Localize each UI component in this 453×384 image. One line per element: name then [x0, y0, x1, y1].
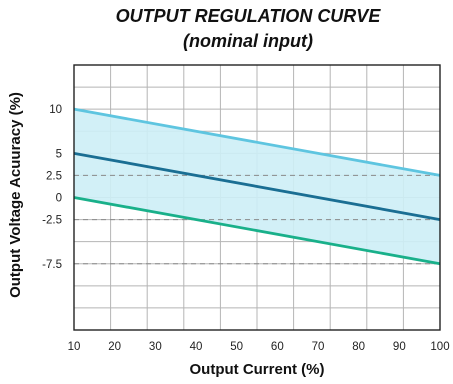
y-tick-label: -2.5 — [42, 215, 62, 227]
plot-border — [73, 64, 441, 331]
y-tick-label: 2.5 — [46, 170, 62, 182]
x-tick-label: 80 — [352, 341, 365, 353]
x-tick-label: 100 — [430, 341, 449, 353]
series-line-upper — [73, 107, 441, 177]
x-tick-label: 70 — [312, 341, 325, 353]
x-tick-label: 50 — [230, 341, 243, 353]
y-tick-label: 0 — [56, 193, 62, 205]
plot-frame — [73, 64, 441, 331]
y-axis-title: Output Voltage Acuuracy (%) — [7, 92, 24, 298]
y-tick-label: -7.5 — [42, 259, 62, 271]
x-tick-label: 60 — [271, 341, 284, 353]
x-tick-label: 10 — [68, 341, 81, 353]
x-tick-label: 90 — [393, 341, 406, 353]
x-tick-label: 20 — [108, 341, 121, 353]
x-tick-label: 30 — [149, 341, 162, 353]
x-tick-labels: 10 20 30 40 50 60 70 80 90 100 — [68, 341, 450, 353]
series-line-middle — [73, 151, 441, 221]
x-tick-label: 40 — [190, 341, 203, 353]
chart-subtitle: (nominal input) — [183, 31, 313, 51]
series-lines — [73, 107, 441, 266]
y-tick-label: 5 — [56, 148, 62, 160]
chart-title: OUTPUT REGULATION CURVE — [115, 6, 381, 26]
series-line-lower — [73, 196, 441, 266]
x-axis-title: Output Current (%) — [190, 361, 325, 378]
y-tick-label: 10 — [49, 104, 62, 116]
dashed-reference-lines — [74, 174, 440, 265]
y-tick-labels: 10 5 2.5 0 -2.5 -7.5 — [42, 104, 62, 271]
